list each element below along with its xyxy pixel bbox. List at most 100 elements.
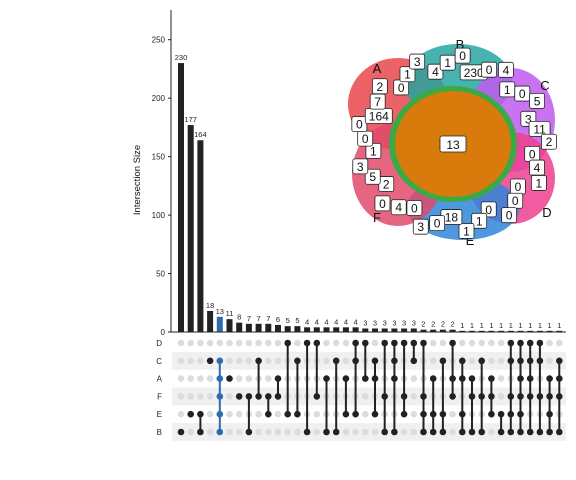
bar-value-label: 2 — [451, 320, 455, 329]
bar-value-label: 4 — [305, 317, 309, 326]
venn-region-label-box — [351, 116, 368, 132]
venn-region-label-box — [528, 121, 551, 137]
matrix-dot-filled — [342, 410, 350, 418]
matrix-dot-filled — [362, 339, 369, 347]
matrix-dot-filled — [507, 357, 515, 365]
venn-region-label: 4 — [503, 63, 510, 77]
matrix-dot-filled — [391, 339, 398, 347]
matrix-dot-empty — [410, 375, 418, 382]
venn-region-label-box — [458, 223, 475, 239]
matrix-dot-filled — [536, 393, 544, 400]
matrix-dot-empty — [226, 410, 233, 418]
venn-region-label-box — [365, 142, 382, 159]
venn-set-label: D — [542, 205, 551, 220]
matrix-dot-filled — [536, 339, 544, 347]
matrix-dot-filled — [381, 393, 389, 400]
set-label: C — [156, 357, 162, 366]
matrix-dot-filled — [497, 428, 505, 436]
venn-center-label-box — [439, 135, 467, 153]
venn-region-label: 0 — [356, 118, 363, 132]
matrix-dot-filled — [526, 375, 534, 382]
venn-region-label: 0 — [411, 201, 418, 215]
venn-region-label: 0 — [434, 217, 441, 231]
set-label: D — [156, 339, 162, 348]
venn-region-label: 0 — [515, 180, 522, 194]
matrix-dot-filled — [313, 393, 321, 400]
bar-value-label: 1 — [518, 321, 522, 330]
intersection-bar — [381, 328, 388, 332]
matrix-dot-filled — [517, 428, 524, 436]
matrix-dot-empty — [177, 410, 185, 418]
matrix-dot-filled — [420, 428, 427, 436]
set-label: B — [157, 428, 162, 437]
matrix-dot-filled — [449, 393, 456, 400]
matrix-dot-empty — [235, 339, 243, 347]
venn-region-label: 0 — [512, 194, 519, 208]
matrix-dot-filled — [507, 393, 515, 400]
intersection-bar — [275, 324, 281, 332]
matrix-dot-empty — [497, 357, 505, 365]
venn-region-label: 3 — [525, 112, 532, 126]
matrix-dot-filled — [497, 410, 505, 418]
venn-region-label: 3 — [357, 160, 364, 174]
y-tick-label: 200 — [152, 94, 166, 103]
venn-region-label: 3 — [414, 55, 421, 69]
venn-region-label-box — [390, 199, 407, 216]
matrix-dot-empty — [284, 428, 292, 436]
matrix-dot-filled — [556, 375, 563, 382]
intersection-bar — [449, 329, 456, 332]
matrix-dot-filled — [429, 428, 437, 436]
matrix-dot-filled — [429, 410, 437, 418]
matrix-dot-filled — [323, 428, 330, 436]
matrix-dot-empty — [255, 339, 262, 347]
matrix-dot-filled — [459, 428, 466, 436]
bar-value-label: 4 — [315, 317, 319, 326]
venn-center-label: 13 — [446, 138, 460, 152]
venn-region-label: 2 — [383, 178, 390, 192]
venn-region-label-box — [541, 133, 557, 150]
venn-region-label: 4 — [534, 161, 541, 175]
matrix-dot-empty — [197, 357, 204, 365]
intersection-bar — [207, 310, 214, 332]
matrix-dot-filled — [245, 393, 253, 400]
matrix-dot-filled — [429, 375, 437, 382]
matrix-dot-empty — [468, 339, 476, 347]
intersection-bar — [372, 328, 378, 332]
matrix-dot-empty — [245, 357, 253, 365]
venn-region-label: 0 — [506, 209, 513, 223]
intersection-bar — [546, 330, 553, 332]
intersection-bar — [352, 327, 359, 332]
matrix-dot-filled — [371, 357, 379, 365]
matrix-dot-filled — [507, 410, 515, 418]
matrix-dot-filled — [459, 375, 466, 382]
matrix-dot-filled — [274, 375, 282, 382]
matrix-dot-filled — [400, 393, 408, 400]
matrix-dot-filled — [332, 357, 340, 365]
matrix-dot-empty — [274, 339, 282, 347]
matrix-dot-empty — [362, 410, 369, 418]
matrix-dot-empty — [323, 339, 330, 347]
matrix-dot-filled — [400, 410, 408, 418]
matrix-dot-filled — [478, 357, 486, 365]
y-tick-label: 100 — [152, 211, 166, 220]
matrix-dot-filled — [459, 357, 466, 365]
venn-region-label: 3 — [417, 220, 424, 234]
intersection-bar — [488, 330, 495, 332]
bar-value-label: 1 — [509, 321, 513, 330]
matrix-dot-empty — [226, 357, 233, 365]
bar-value-label: 3 — [363, 318, 367, 327]
matrix-dot-filled — [342, 375, 350, 382]
matrix-dot-filled — [216, 357, 224, 365]
matrix-dot-filled — [507, 339, 515, 347]
matrix-dot-empty — [546, 357, 553, 365]
matrix-dot-empty — [478, 339, 486, 347]
matrix-dot-empty — [177, 393, 185, 400]
matrix-dot-empty — [206, 410, 214, 418]
matrix-dot-filled — [526, 357, 534, 365]
matrix-dot-filled — [197, 428, 204, 436]
matrix-dot-filled — [526, 339, 534, 347]
matrix-dot-empty — [400, 428, 408, 436]
venn-region-label: 1 — [444, 56, 451, 70]
